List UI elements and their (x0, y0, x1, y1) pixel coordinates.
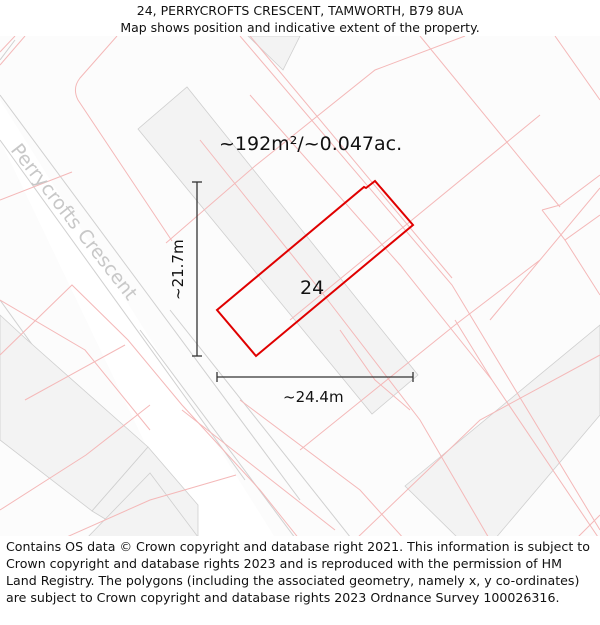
property-map[interactable]: Perrycrofts Crescent ~192m²/~0.047ac. 24… (0, 36, 600, 536)
building-top (247, 36, 301, 71)
height-measure (192, 181, 202, 357)
area-label: ~192m²/~0.047ac. (219, 133, 402, 155)
height-measure-label: ~21.7m (169, 239, 187, 300)
width-measure (216, 372, 414, 382)
map-header: 24, PERRYCROFTS CRESCENT, TAMWORTH, B79 … (0, 0, 600, 36)
map-subtitle: Map shows position and indicative extent… (120, 20, 480, 35)
copyright-attribution: Contains OS data © Crown copyright and d… (6, 539, 590, 605)
parcel-boundaries (0, 36, 600, 536)
width-measure-label: ~24.4m (283, 388, 344, 406)
building-right (404, 324, 600, 536)
property-address-title: 24, PERRYCROFTS CRESCENT, TAMWORTH, B79 … (136, 3, 464, 18)
building-row-center (137, 86, 419, 415)
property-boundary[interactable] (215, 179, 415, 358)
building-bottom-left (88, 472, 198, 536)
plot-number-label: 24 (300, 277, 324, 299)
